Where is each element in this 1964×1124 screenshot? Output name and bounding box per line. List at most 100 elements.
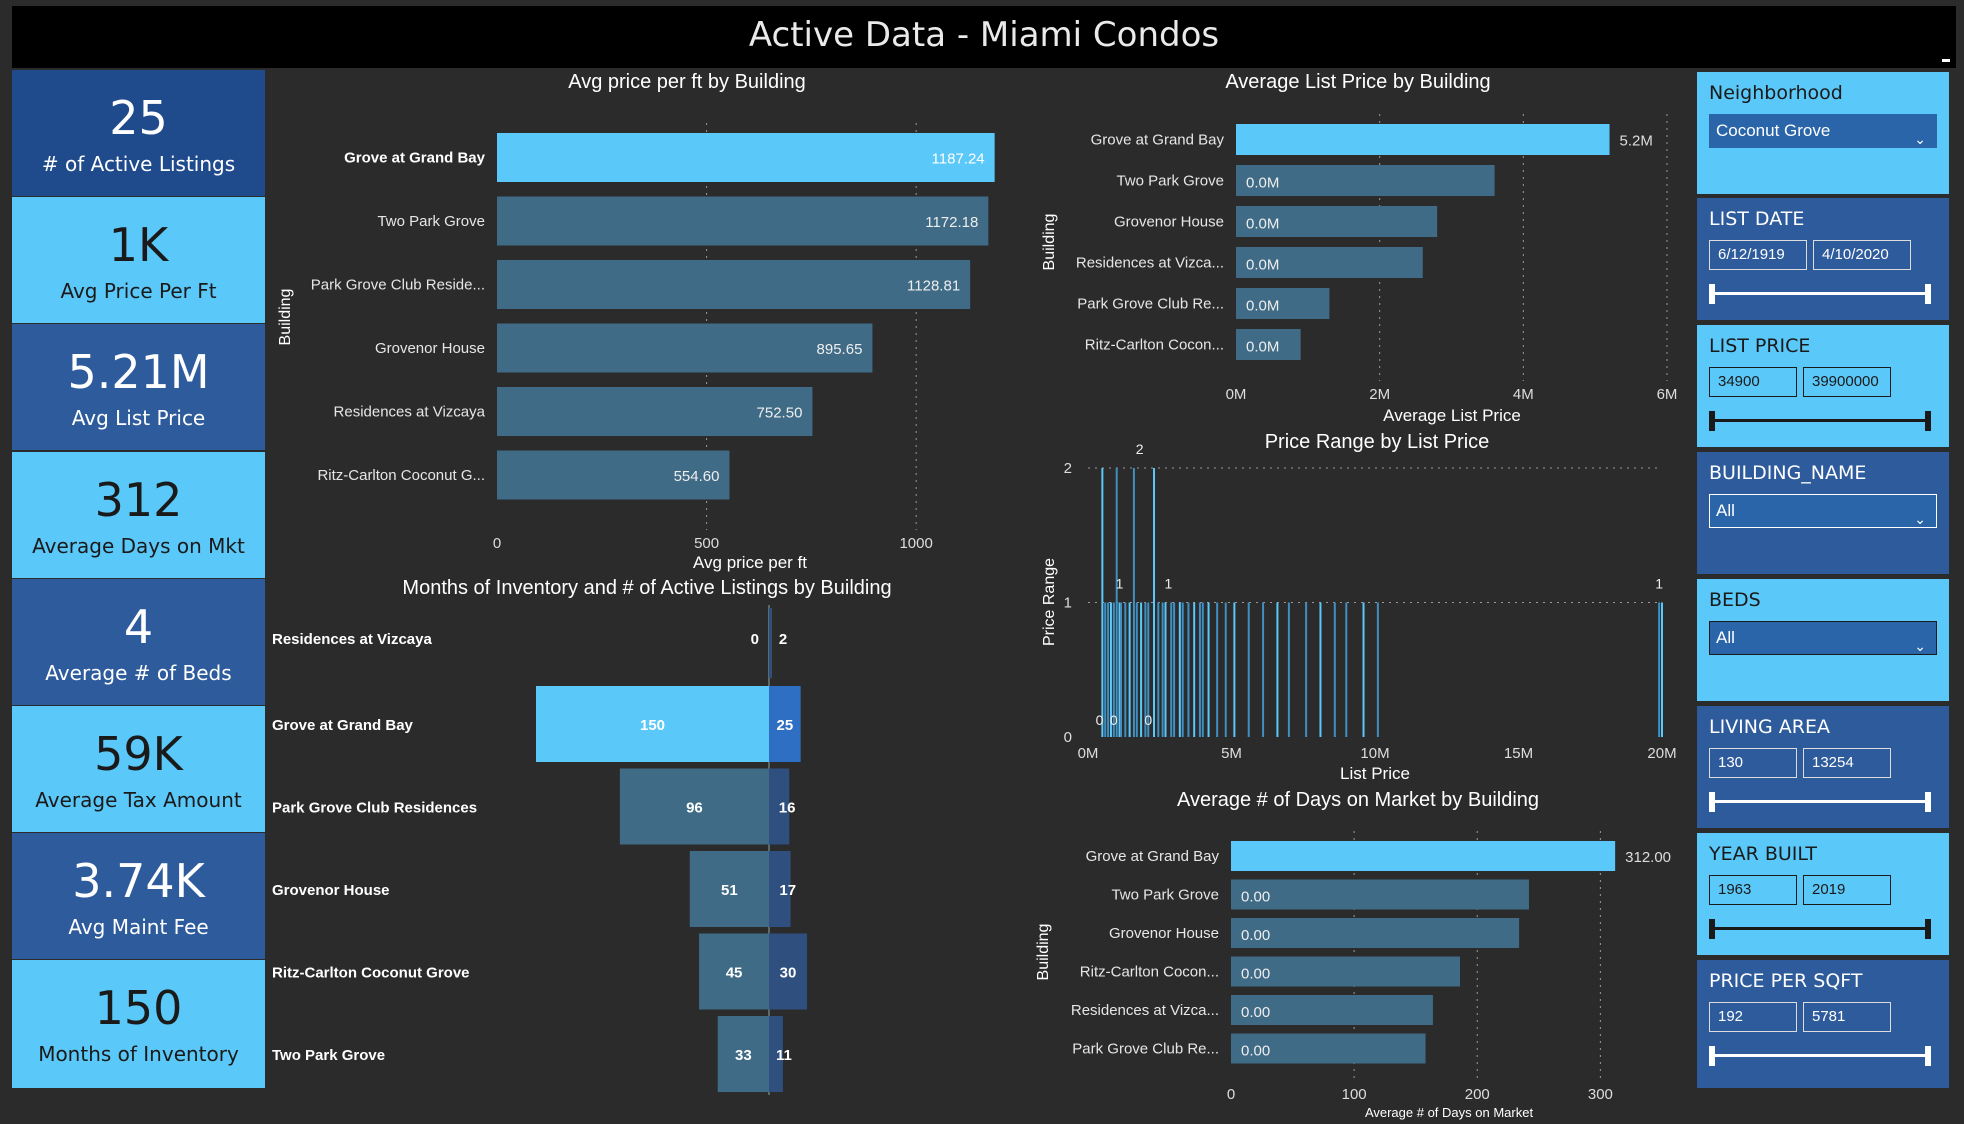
data-label: 2 <box>1136 441 1144 457</box>
living-area-slider[interactable] <box>1709 792 1931 812</box>
category-label: Ritz-Carlton Cocon... <box>1080 964 1219 981</box>
list-price-min-input[interactable]: 34900 <box>1709 367 1797 397</box>
kpi-avg-tax: 59K Average Tax Amount <box>12 706 265 832</box>
chart-title: Months of Inventory and # of Active List… <box>402 577 891 599</box>
bar[interactable] <box>497 260 971 309</box>
bar[interactable] <box>536 686 769 762</box>
data-label: 5.2M <box>1620 133 1653 150</box>
category-label: Ritz-Carlton Coconut G... <box>317 467 485 484</box>
list-price-max-input[interactable]: 39900000 <box>1803 367 1891 397</box>
dropdown-value: Coconut Grove <box>1716 121 1831 140</box>
bar[interactable] <box>497 387 813 436</box>
living-area-max-input[interactable]: 13254 <box>1803 748 1891 778</box>
list-date-slider[interactable] <box>1709 284 1931 304</box>
filter-living-area: LIVING AREA 130 13254 <box>1697 706 1949 828</box>
chart-title: Average # of Days on Market by Building <box>1177 789 1539 811</box>
bar[interactable] <box>497 450 730 500</box>
x-tick-label: 300 <box>1588 1086 1613 1103</box>
data-label: 150 <box>640 717 665 734</box>
bar[interactable] <box>699 933 769 1010</box>
x-tick-label: 0 <box>493 535 501 552</box>
bar[interactable] <box>769 933 807 1010</box>
building-name-dropdown[interactable]: All ⌄ <box>1709 494 1937 528</box>
bar[interactable] <box>1236 288 1330 319</box>
bar[interactable] <box>769 686 801 762</box>
category-label: Grovenor House <box>1109 925 1219 942</box>
bar[interactable] <box>1231 956 1461 987</box>
slider-handle-min[interactable] <box>1709 919 1715 939</box>
price-per-sqft-slider[interactable] <box>1709 1046 1931 1066</box>
category-label: Two Park Grove <box>272 1047 385 1064</box>
category-label: Grove at Grand Bay <box>1086 848 1220 865</box>
bar[interactable] <box>497 323 873 373</box>
kpi-value: 25 <box>109 91 168 145</box>
slider-handle-max[interactable] <box>1925 1046 1931 1066</box>
x-axis-label: Average # of Days on Market <box>1365 1105 1534 1120</box>
neighborhood-dropdown[interactable]: Coconut Grove ⌄ <box>1709 114 1937 148</box>
data-label: 0.00 <box>1241 927 1270 944</box>
data-label: 1 <box>1164 576 1172 592</box>
slider-handle-min[interactable] <box>1709 792 1715 812</box>
x-tick-label: 4M <box>1513 386 1534 403</box>
bar[interactable] <box>497 196 989 246</box>
filter-title: BEDS <box>1709 589 1761 611</box>
list-date-min-input[interactable]: 6/12/1919 <box>1709 240 1807 270</box>
bar[interactable] <box>1236 124 1610 155</box>
category-label: Ritz-Carlton Cocon... <box>1085 337 1224 354</box>
bar[interactable] <box>769 608 772 678</box>
year-built-slider[interactable] <box>1709 919 1931 939</box>
x-tick-label: 0M <box>1078 745 1099 762</box>
category-label: Grove at Grand Bay <box>272 717 414 734</box>
kpi-value: 1K <box>108 218 169 272</box>
data-label: 1 <box>1116 576 1124 592</box>
beds-dropdown[interactable]: All ⌄ <box>1709 621 1937 655</box>
bar[interactable] <box>497 133 995 182</box>
bar[interactable] <box>1231 879 1529 910</box>
chart-title: Avg price per ft by Building <box>568 71 806 93</box>
bar[interactable] <box>769 1016 783 1092</box>
price-per-sqft-max-input[interactable]: 5781 <box>1803 1002 1891 1032</box>
slider-handle-min[interactable] <box>1709 284 1715 304</box>
bar[interactable] <box>1231 1033 1426 1064</box>
year-built-min-input[interactable]: 1963 <box>1709 875 1797 905</box>
bar[interactable] <box>1231 918 1520 948</box>
chart-title: Price Range by List Price <box>1265 431 1490 453</box>
kpi-label: Avg Maint Fee <box>68 915 209 939</box>
bar[interactable] <box>1231 841 1616 871</box>
price-per-sqft-min-input[interactable]: 192 <box>1709 1002 1797 1032</box>
bar[interactable] <box>1231 995 1433 1025</box>
kpi-label: Months of Inventory <box>38 1042 239 1066</box>
slider-handle-min[interactable] <box>1709 1046 1715 1066</box>
bar[interactable] <box>1236 165 1495 196</box>
slider-handle-min[interactable] <box>1709 411 1715 431</box>
data-label: 0 <box>1110 712 1118 728</box>
y-tick-label: 1 <box>1064 595 1072 612</box>
bar[interactable] <box>769 851 791 927</box>
bar[interactable] <box>1236 329 1301 360</box>
bar[interactable] <box>689 851 769 927</box>
kpi-active-listings: 25 # of Active Listings <box>12 70 265 196</box>
category-label: Two Park Grove <box>1111 887 1219 904</box>
slider-handle-max[interactable] <box>1925 919 1931 939</box>
kpi-avg-days-on-market: 312 Average Days on Mkt <box>12 452 265 578</box>
bar[interactable] <box>619 768 769 845</box>
data-label: 2 <box>779 631 787 648</box>
data-label: 0.00 <box>1241 966 1270 983</box>
resize-handle-icon[interactable] <box>1942 59 1950 62</box>
slider-handle-max[interactable] <box>1925 284 1931 304</box>
slider-handle-max[interactable] <box>1925 411 1931 431</box>
data-label: 96 <box>686 800 703 817</box>
data-label: 25 <box>776 717 793 734</box>
filter-beds: BEDS All ⌄ <box>1697 579 1949 701</box>
living-area-min-input[interactable]: 130 <box>1709 748 1797 778</box>
bar[interactable] <box>769 768 790 845</box>
slider-handle-max[interactable] <box>1925 792 1931 812</box>
data-label: 1172.18 <box>925 214 978 231</box>
x-tick-label: 0M <box>1226 386 1247 403</box>
bar[interactable] <box>717 1016 769 1092</box>
list-price-slider[interactable] <box>1709 411 1931 431</box>
list-date-max-input[interactable]: 4/10/2020 <box>1813 240 1911 270</box>
year-built-max-input[interactable]: 2019 <box>1803 875 1891 905</box>
bar[interactable] <box>1236 206 1438 237</box>
bar[interactable] <box>1236 247 1423 278</box>
